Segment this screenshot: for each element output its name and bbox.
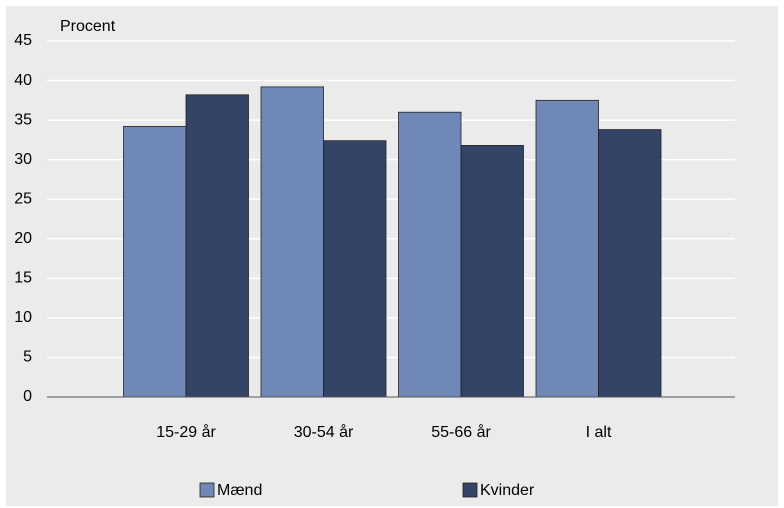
- bar: [123, 126, 187, 398]
- legend-swatch: [462, 482, 478, 498]
- y-tick-label: 25: [14, 190, 32, 207]
- legend-swatch: [199, 482, 215, 498]
- legend-label: Mænd: [217, 482, 262, 499]
- x-tick-label: I alt: [586, 424, 612, 441]
- y-tick-label: 5: [23, 349, 32, 366]
- y-tick-label: 30: [14, 151, 32, 168]
- y-tick-label: 15: [14, 270, 32, 287]
- x-tick-label: 15-29 år: [156, 423, 216, 441]
- x-tick-label: 30-54 år: [294, 423, 354, 441]
- y-tick-label: 20: [14, 230, 32, 247]
- legend-label: Kvinder: [480, 482, 535, 499]
- bar: [260, 86, 324, 398]
- y-axis-label: Procent: [60, 18, 116, 35]
- bar: [185, 94, 249, 398]
- y-tick-label: 0: [23, 388, 32, 405]
- x-tick-label: 55-66 år: [431, 423, 491, 441]
- y-tick-label: 35: [14, 111, 32, 128]
- bar: [398, 111, 462, 398]
- bar: [460, 145, 524, 398]
- y-tick-label: 45: [14, 32, 32, 49]
- bar: [535, 99, 599, 398]
- y-tick-label: 10: [14, 309, 32, 326]
- bar: [323, 140, 387, 398]
- bar: [598, 129, 662, 398]
- y-tick-label: 40: [14, 72, 32, 89]
